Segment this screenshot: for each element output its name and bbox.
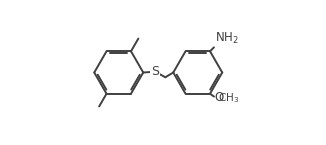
Text: NH$_2$: NH$_2$: [215, 31, 239, 46]
Text: CH$_3$: CH$_3$: [218, 91, 240, 105]
Text: O: O: [215, 91, 224, 104]
Text: S: S: [151, 65, 159, 78]
